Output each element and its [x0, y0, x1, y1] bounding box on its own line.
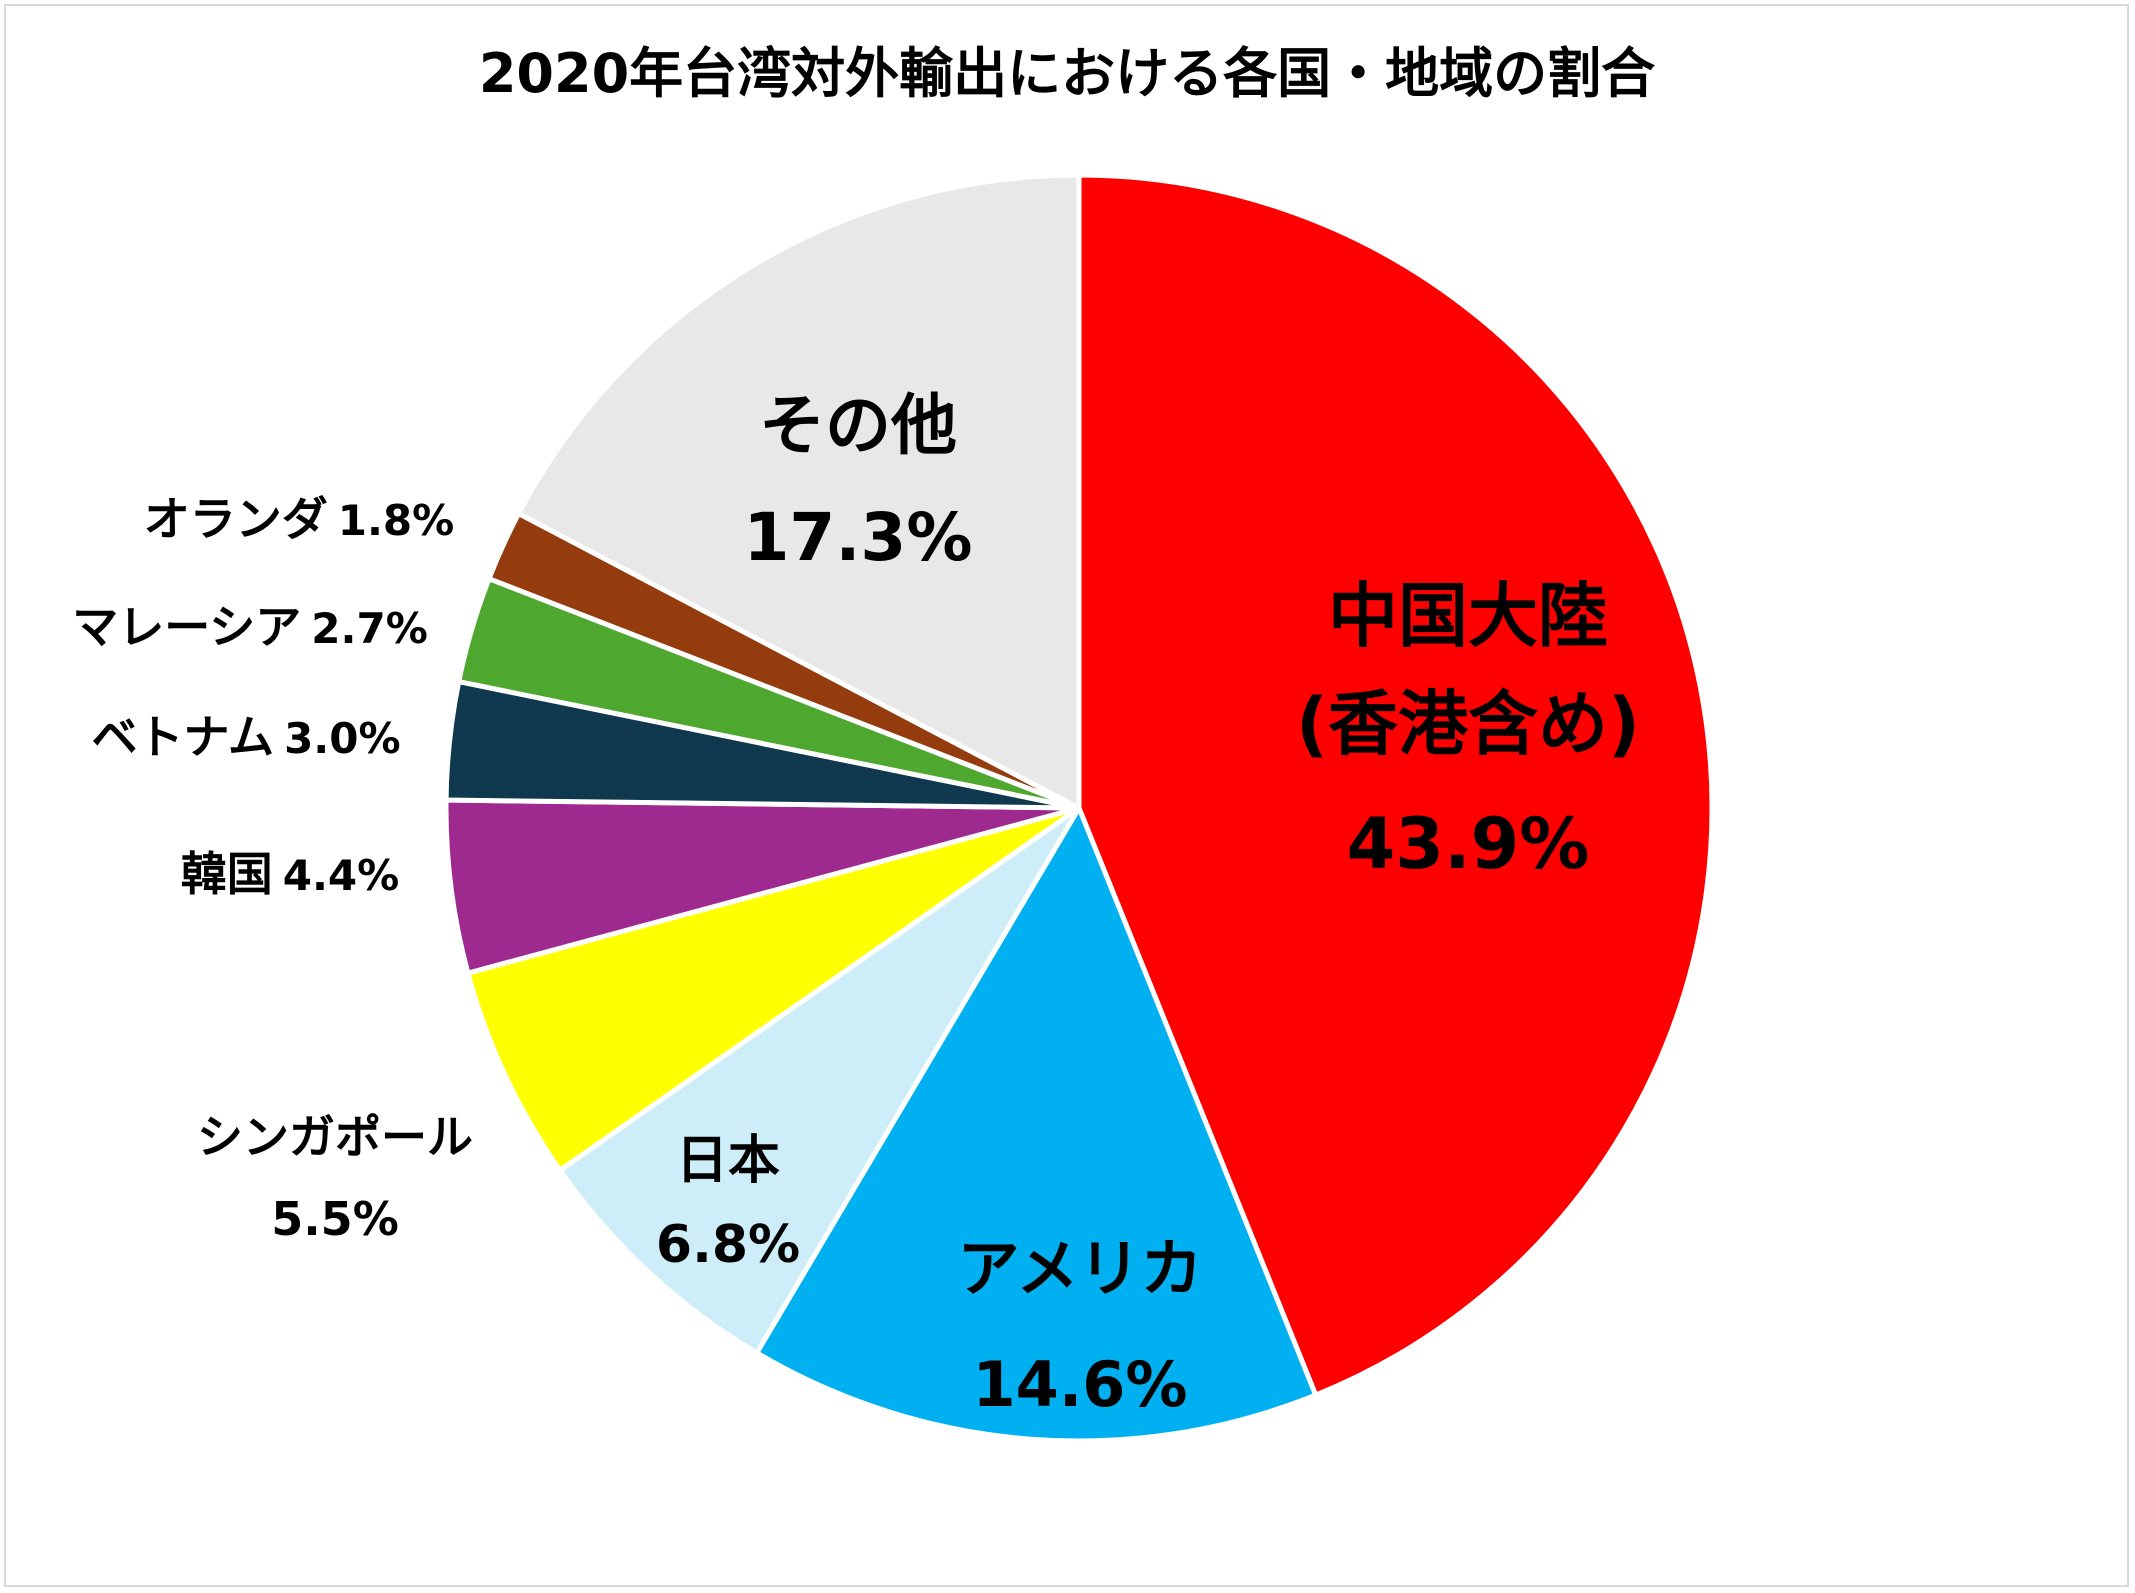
slice-label-name: シンガポール: [197, 1110, 473, 1164]
slice-label-value: 17.3%: [744, 499, 973, 576]
slice-label-value: 1.8%: [338, 496, 454, 545]
slice-label-7: マレーシア 2.7%: [72, 600, 428, 654]
slice-label-value: 4.4%: [283, 851, 399, 900]
slice-label-name: その他: [759, 387, 957, 464]
slice-label-name: (香港含め): [1296, 683, 1640, 765]
slice-label-value: 3.0%: [284, 714, 400, 763]
slice-label-name: マレーシア: [72, 600, 301, 654]
pie-slice-9: [516, 172, 1082, 811]
slice-label-6: ベトナム 3.0%: [91, 710, 400, 764]
slice-label-name: オランダ: [144, 492, 328, 546]
slice-label-name: 中国大陸: [1328, 575, 1608, 657]
pie-slice-3: [557, 805, 1082, 1356]
pie-slices: [443, 172, 1715, 1444]
pie-slice-2: [754, 805, 1319, 1444]
slice-label-name: アメリカ: [958, 1232, 1203, 1305]
slice-label-9: その他 17.3%: [744, 387, 973, 576]
pie-slice-1: [1076, 172, 1715, 1398]
slice-label-8: オランダ 1.8%: [144, 492, 454, 546]
slice-label-name: 韓国: [181, 847, 273, 901]
slice-label-2: アメリカ 14.6%: [958, 1232, 1203, 1421]
slice-label-4: シンガポール 5.5%: [197, 1110, 473, 1246]
slice-label-value: 6.8%: [656, 1215, 800, 1275]
slice-label-3: 日本 6.8%: [656, 1131, 800, 1275]
slice-label-name: ベトナム: [91, 710, 274, 764]
slice-label-name: 日本: [676, 1131, 780, 1191]
slice-label-value: 14.6%: [972, 1348, 1187, 1421]
slice-label-5: 韓国 4.4%: [181, 847, 399, 901]
pie-slice-5: [443, 797, 1082, 976]
pie-labels: 中国大陸 (香港含め) 43.9% アメリカ 14.6% 日本 6.8% シンガポール 5.5%…: [72, 387, 1640, 1421]
slice-label-value: 2.7%: [311, 604, 427, 653]
pie-slice-4: [465, 805, 1082, 1173]
slice-label-value: 5.5%: [271, 1192, 399, 1246]
chart-title: 2020年台湾対外輸出における各国・地域の割合: [479, 42, 1655, 105]
slice-label-1: 中国大陸 (香港含め) 43.9%: [1296, 575, 1640, 885]
slice-label-value: 43.9%: [1347, 803, 1590, 885]
